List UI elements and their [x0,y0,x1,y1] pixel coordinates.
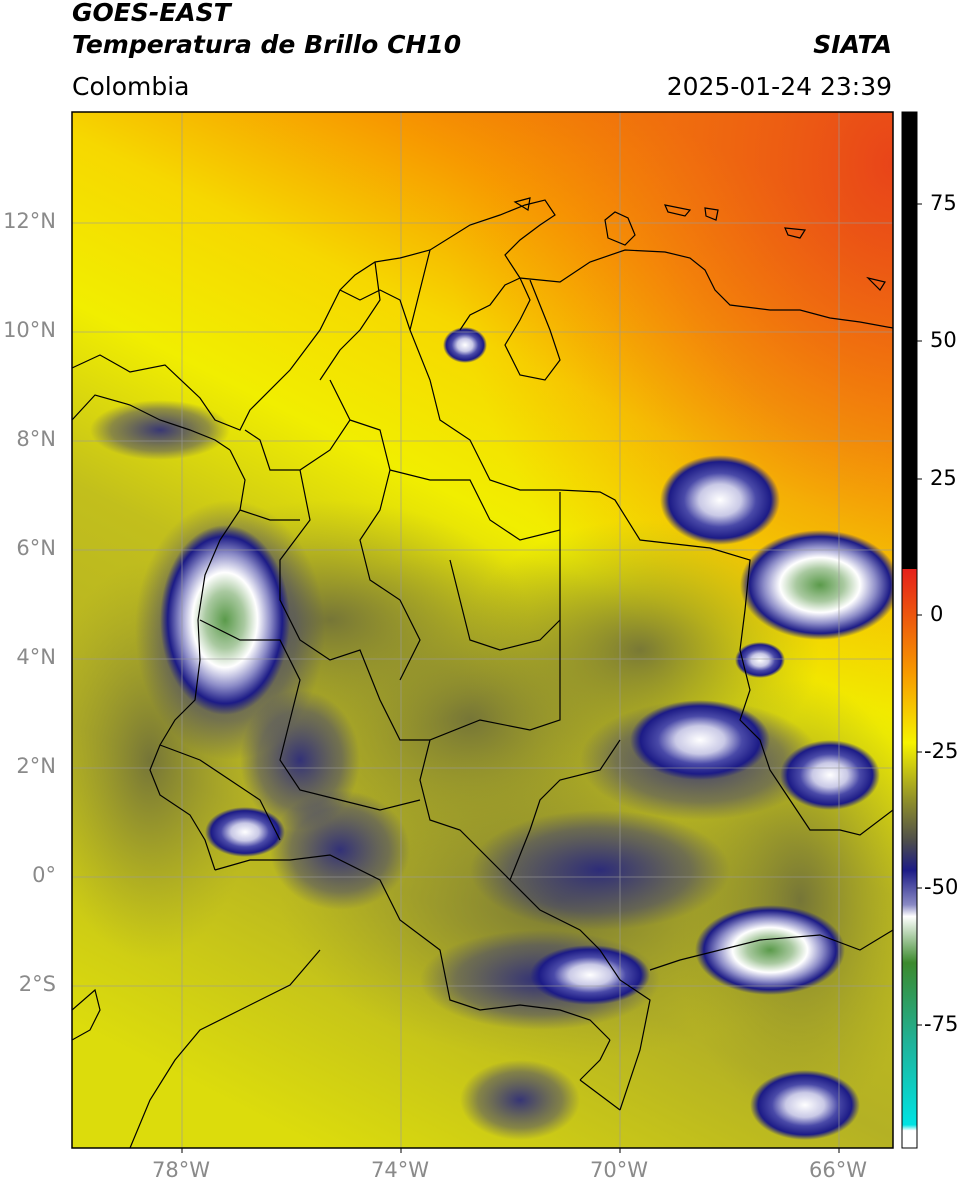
lon-tick-label: 78°W [152,1158,210,1182]
colorbar-tick-label: 75 [930,191,957,215]
colorbar-tick-label: -25 [924,739,959,763]
lon-tick-label: 70°W [590,1158,648,1182]
lat-tick-label: 0° [32,863,56,887]
colorbar-black-segment [902,112,917,569]
datetime-label: 2025-01-24 23:39 [666,72,892,101]
colorbar-tick-label: 25 [930,466,957,490]
lat-tick-label: 2°S [18,972,56,996]
lat-tick-label: 6°N [16,536,56,560]
colorbar-tick-label: -50 [924,875,959,899]
map-frame [71,111,894,1149]
map-gridlines [72,112,893,1148]
lat-tick-label: 8°N [16,427,56,451]
source-label: SIATA [813,30,892,59]
map-boundaries [72,199,893,1148]
lon-tick-label: 66°W [809,1158,867,1182]
lat-tick-label: 4°N [16,645,56,669]
colorbar-tick-label: -75 [924,1012,959,1036]
lon-tick-label: 74°W [371,1158,429,1182]
colorbar-gradient [902,569,917,1148]
colorbar-tick-label: 50 [930,328,957,352]
brightness-temperature-field [72,112,893,1148]
product-title: Temperatura de Brillo CH10 [72,30,462,59]
colorbar [901,111,922,1149]
region-label: Colombia [72,72,190,101]
satellite-title: GOES-EAST [72,0,231,27]
lat-tick-label: 12°N [3,209,56,233]
map-islands [513,197,886,291]
colorbar-tick-label: 0 [930,602,944,626]
lat-tick-label: 10°N [3,318,56,342]
lat-tick-label: 2°N [16,754,56,778]
